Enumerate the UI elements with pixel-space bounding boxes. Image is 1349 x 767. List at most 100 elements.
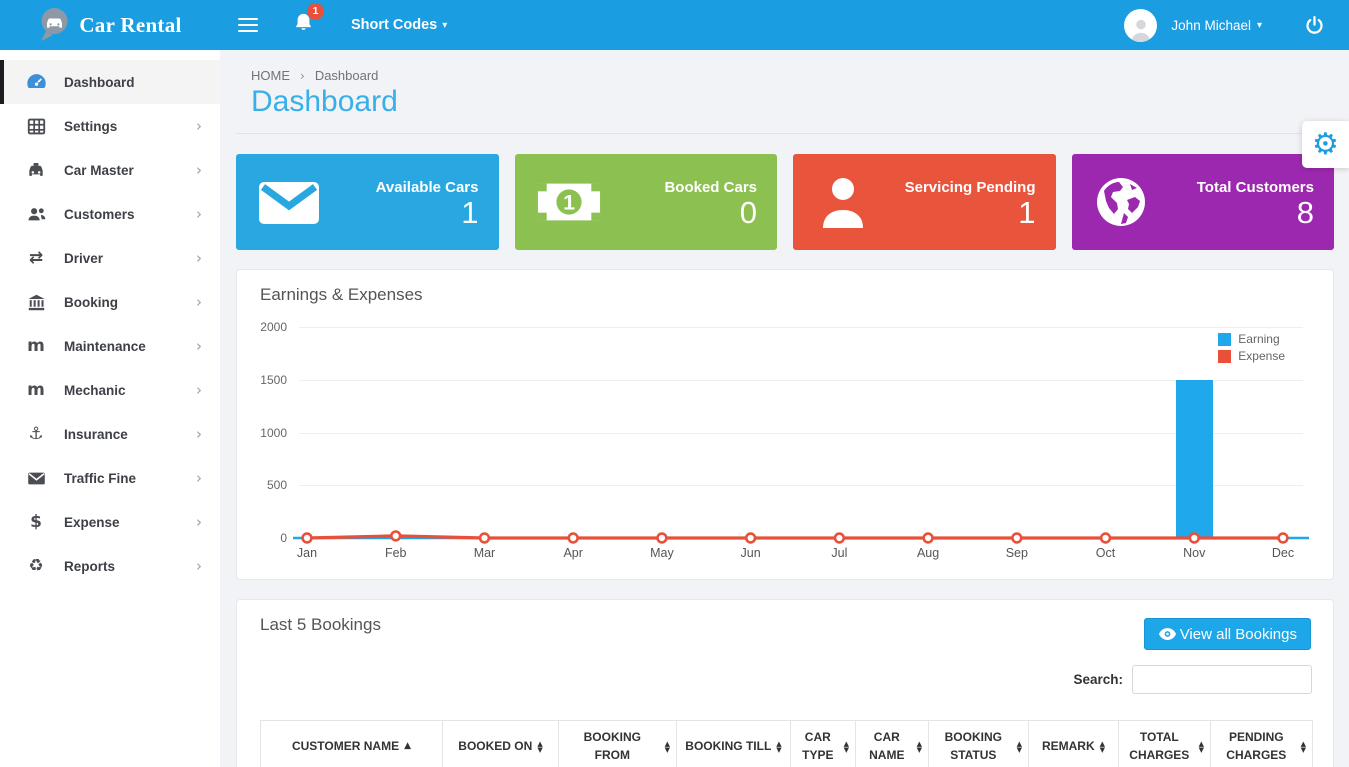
legend-item-earning[interactable]: Earning — [1218, 332, 1285, 346]
column-header-total-charges[interactable]: TOTAL CHARGES ▲ ▼ — [1119, 720, 1211, 767]
column-header-pending-charges[interactable]: PENDING CHARGES ▲ ▼ — [1211, 720, 1313, 767]
y-axis-tick: 500 — [266, 478, 287, 493]
theme-settings-button[interactable]: ⚙ — [1302, 121, 1349, 168]
stat-card-label: Available Cars — [375, 178, 479, 196]
column-header-booked-on[interactable]: BOOKED ON ▲ ▼ — [443, 720, 559, 767]
notifications-button[interactable]: 1 — [292, 2, 324, 40]
x-axis-tick: Sep — [1005, 546, 1028, 560]
sidebar-item-insurance[interactable]: ⚓ Insurance › — [0, 412, 220, 456]
x-axis-tick: Oct — [1095, 546, 1116, 560]
sidebar-item-expense[interactable]: $ Expense › — [0, 500, 220, 544]
column-label: TOTAL CHARGES — [1129, 730, 1190, 762]
sidebar-item-label: Driver — [64, 250, 104, 266]
stat-card-value: 0 — [739, 194, 757, 230]
short-codes-dropdown[interactable]: Short Codes ▾ — [351, 17, 447, 33]
exchange-icon: ⇄ — [28, 247, 44, 268]
x-axis-tick: Aug — [916, 546, 940, 560]
sort-both-icon: ▲ ▼ — [776, 739, 782, 754]
breadcrumb-current: Dashboard — [314, 68, 379, 83]
title-divider — [236, 133, 1334, 134]
user-avatar[interactable] — [1124, 8, 1158, 42]
chevron-right-icon: › — [196, 293, 202, 311]
person-silhouette-icon — [1131, 19, 1151, 42]
dollar-icon: $ — [30, 511, 42, 532]
chevron-right-icon: › — [196, 117, 202, 135]
sidebar-item-reports[interactable]: ♻ Reports › — [0, 544, 220, 588]
sidebar-item-label: Car Master — [64, 162, 134, 178]
bookings-title: Last 5 Bookings — [260, 615, 381, 634]
x-axis-tick: Apr — [563, 546, 583, 560]
x-axis-tick: Dec — [1271, 546, 1295, 560]
sidebar-item-maintenance[interactable]: m Maintenance › — [0, 324, 220, 368]
chevron-right-icon: › — [196, 513, 202, 531]
sidebar-item-settings[interactable]: Settings › — [0, 104, 220, 148]
column-header-booking-status[interactable]: BOOKING STATUS ▲ ▼ — [929, 720, 1029, 767]
short-codes-label: Short Codes — [351, 17, 438, 33]
sort-both-icon: ▲ ▼ — [916, 739, 922, 754]
column-label: REMARK — [1041, 738, 1095, 753]
sidebar-item-mechanic[interactable]: m Mechanic › — [0, 368, 220, 412]
x-axis-tick: Feb — [384, 546, 407, 560]
column-label: BOOKING FROM — [583, 730, 641, 762]
chevron-right-icon: › — [196, 425, 202, 443]
earnings-expenses-panel: Earnings & Expenses 0 500 1000 1500 2000 Jan F… — [236, 269, 1334, 580]
chart-gridline — [299, 432, 1303, 434]
last-bookings-panel: Last 5 Bookings View all Bookings Search… — [236, 599, 1334, 767]
sidebar-item-car-master[interactable]: Car Master › — [0, 148, 220, 192]
earnings-expenses-chart: 0 500 1000 1500 2000 Jan Feb Mar Apr May Jun Jul Aug… — [237, 270, 1333, 579]
sidebar-item-dashboard[interactable]: Dashboard — [0, 60, 220, 104]
sidebar-item-label: Maintenance — [64, 338, 146, 354]
sort-both-icon: ▲ ▼ — [1016, 739, 1022, 754]
maxcdn-icon: m — [27, 379, 45, 400]
column-header-car-type[interactable]: CAR TYPE ▲ ▼ — [791, 720, 856, 767]
envelope-card-icon — [258, 178, 322, 226]
chevron-right-icon: › — [196, 337, 202, 355]
sidebar-toggle-button[interactable] — [238, 17, 258, 33]
envelope-icon — [24, 471, 48, 486]
top-navbar: Car Rental 1 Short Codes ▾ John Michael … — [0, 0, 1349, 50]
chart-gridline — [299, 538, 1303, 539]
user-menu[interactable]: John Michael ▾ — [1171, 18, 1262, 33]
legend-item-expense[interactable]: Expense — [1218, 349, 1285, 363]
x-axis-tick: May — [650, 546, 674, 560]
legend-swatch — [1218, 349, 1232, 363]
brand-logo[interactable]: Car Rental — [0, 0, 220, 50]
search-row: Search: — [1073, 665, 1312, 694]
sort-both-icon: ▲ ▼ — [1300, 739, 1306, 754]
column-header-booking-till[interactable]: BOOKING TILL ▲ ▼ — [677, 720, 791, 767]
stat-card-available-cars[interactable]: Available Cars 1 — [236, 154, 499, 250]
sort-asc-icon: ▲ — [404, 740, 412, 751]
stat-card-servicing-pending[interactable]: Servicing Pending 1 — [793, 154, 1056, 250]
column-header-booking-from[interactable]: BOOKING FROM ▲ ▼ — [559, 720, 677, 767]
logout-button[interactable] — [1304, 15, 1325, 36]
sidebar-nav: Dashboard Settings › Car Master › Customers › ⇄… — [0, 50, 220, 767]
sidebar-item-booking[interactable]: Booking › — [0, 280, 220, 324]
user-name-label: John Michael — [1171, 17, 1251, 33]
x-axis-tick: Jun — [740, 546, 761, 560]
stat-cards-row: Available Cars 1 1 Booked Cars 0 Servicing Pe… — [236, 154, 1334, 250]
chevron-right-icon: › — [196, 161, 202, 179]
breadcrumb-home[interactable]: HOME — [251, 68, 290, 83]
sidebar-item-customers[interactable]: Customers › — [0, 192, 220, 236]
column-label: PENDING CHARGES — [1226, 730, 1287, 762]
bank-icon — [24, 294, 48, 311]
column-header-remark[interactable]: REMARK ▲ ▼ — [1029, 720, 1119, 767]
bookings-table-header: CUSTOMER NAME ▲ BOOKED ON ▲ ▼ BOOKING FROM ▲ ▼ B… — [260, 720, 1313, 767]
sidebar-item-driver[interactable]: ⇄ Driver › — [0, 236, 220, 280]
view-all-bookings-button[interactable]: View all Bookings — [1143, 618, 1311, 650]
sidebar-item-traffic-fine[interactable]: Traffic Fine › — [0, 456, 220, 500]
chart-gridline — [299, 327, 1303, 328]
chevron-right-icon: › — [196, 557, 202, 575]
x-axis-tick: Jul — [831, 546, 848, 560]
column-label: CUSTOMER NAME — [291, 738, 400, 753]
column-header-car-name[interactable]: CAR NAME ▲ ▼ — [856, 720, 929, 767]
stat-card-total-customers[interactable]: Total Customers 8 — [1071, 154, 1334, 250]
column-header-customer-name[interactable]: CUSTOMER NAME ▲ — [260, 720, 443, 767]
svg-text:1: 1 — [563, 191, 575, 215]
power-icon — [1306, 15, 1323, 34]
column-label: BOOKING STATUS — [944, 730, 1002, 762]
sort-both-icon: ▲ ▼ — [843, 739, 849, 754]
stat-card-booked-cars[interactable]: 1 Booked Cars 0 — [514, 154, 777, 250]
search-input[interactable] — [1132, 665, 1312, 694]
chevron-right-icon: › — [196, 469, 202, 487]
